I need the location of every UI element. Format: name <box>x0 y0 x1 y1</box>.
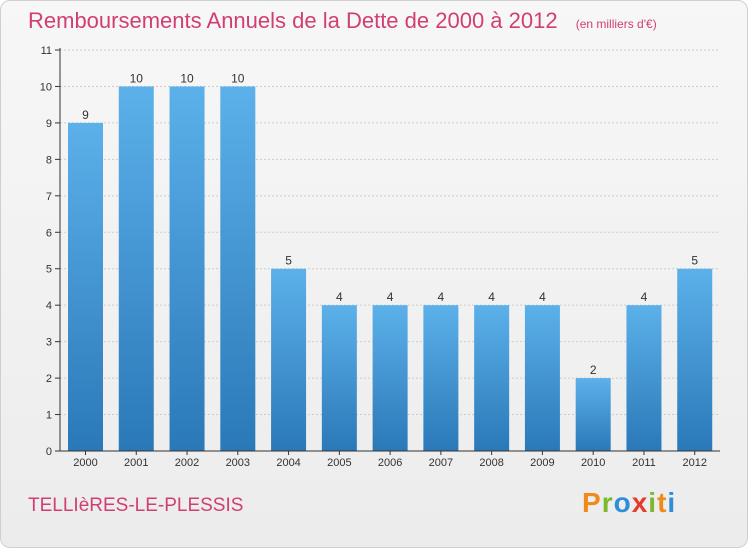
labels: 0 1 2 3 4 5 6 7 8 9 10 11 9 2000 10 2001 10 2002 10 2003 5 20… <box>40 45 707 469</box>
logo-letter: o <box>613 487 632 518</box>
bar <box>220 86 256 452</box>
y-tick-label: 1 <box>46 410 52 422</box>
logo-letter: P <box>582 487 602 518</box>
y-tick-label: 5 <box>46 264 52 276</box>
x-tick-label: 2010 <box>581 457 605 469</box>
y-tick-label: 4 <box>46 300 52 312</box>
x-tick-label: 2009 <box>530 457 554 469</box>
bar <box>423 305 459 451</box>
chart-unit: (en milliers d'€) <box>575 17 657 31</box>
bar-value-label: 4 <box>539 290 546 304</box>
bar-value-label: 4 <box>387 290 394 304</box>
bar-value-label: 4 <box>641 290 648 304</box>
logo-letter: x <box>631 487 649 518</box>
bar <box>169 86 205 452</box>
y-tick-label: 11 <box>41 45 52 57</box>
x-tick-label: 2001 <box>124 457 148 469</box>
bar <box>677 268 713 451</box>
bar-value-label: 4 <box>438 290 445 304</box>
y-tick-label: 6 <box>46 227 52 239</box>
chart-title: Remboursements Annuels de la Dette de 20… <box>28 8 657 34</box>
x-tick-label: 2004 <box>276 457 300 469</box>
bar <box>68 122 103 451</box>
bar <box>372 305 408 451</box>
x-tick-label: 2000 <box>73 457 97 469</box>
y-tick-label: 0 <box>46 446 52 458</box>
y-tick-label: 8 <box>46 154 52 166</box>
x-tick-label: 2012 <box>682 457 706 469</box>
logo-letter: t <box>657 487 668 518</box>
bar <box>321 305 357 451</box>
bar <box>271 268 307 451</box>
bar <box>118 86 154 452</box>
x-tick-label: 2008 <box>479 457 503 469</box>
axes <box>55 48 720 455</box>
x-tick-label: 2011 <box>632 457 656 469</box>
y-tick-label: 10 <box>40 81 52 93</box>
logo-letter: i <box>648 487 658 518</box>
x-tick-label: 2005 <box>327 457 351 469</box>
bar-value-label: 4 <box>488 290 495 304</box>
bar-value-label: 10 <box>231 71 245 85</box>
logo-letter: i <box>667 487 677 518</box>
bar <box>575 378 611 451</box>
proxiti-logo: Proxiti <box>582 487 676 519</box>
y-tick-label: 7 <box>46 191 52 203</box>
y-tick-label: 3 <box>46 337 52 349</box>
bars <box>68 86 713 452</box>
bar-value-label: 10 <box>180 71 194 85</box>
y-tick-label: 2 <box>46 373 52 385</box>
bar-value-label: 5 <box>285 254 292 268</box>
place-name: TELLIèRES-LE-PLESSIS <box>28 495 244 516</box>
bar <box>524 305 560 451</box>
bar <box>474 305 510 451</box>
bar <box>626 305 662 451</box>
x-tick-label: 2006 <box>378 457 402 469</box>
x-tick-label: 2007 <box>429 457 453 469</box>
bar-value-label: 2 <box>590 363 597 377</box>
chart-title-text: Remboursements Annuels de la Dette de 20… <box>28 8 558 33</box>
bar-value-label: 4 <box>336 290 343 304</box>
bar-value-label: 5 <box>691 254 698 268</box>
bar-value-label: 10 <box>130 71 144 85</box>
x-tick-label: 2003 <box>226 457 250 469</box>
bar-value-label: 9 <box>82 108 89 122</box>
logo-letter: r <box>601 487 614 518</box>
x-tick-label: 2002 <box>175 457 199 469</box>
y-tick-label: 9 <box>46 118 52 130</box>
